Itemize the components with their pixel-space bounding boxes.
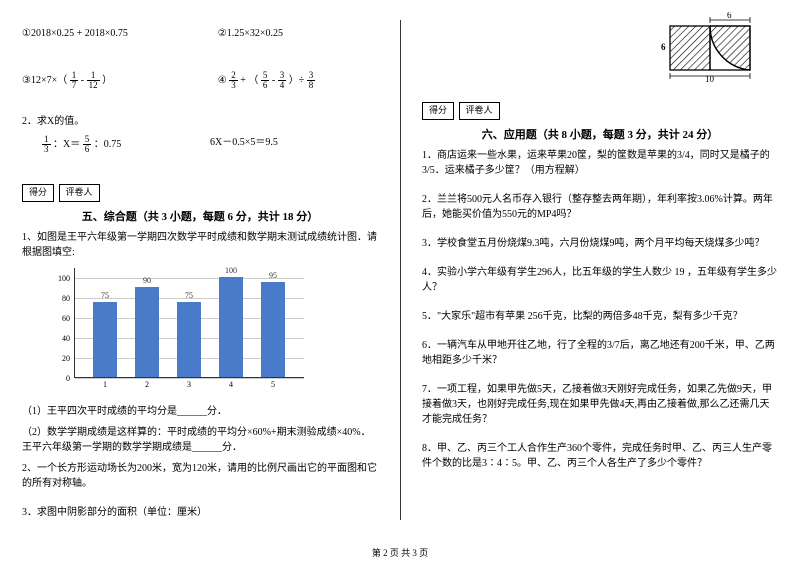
bar-xlabel: 1 [93, 380, 117, 389]
q5-2: 2、一个长方形运动场长为200米，宽为120米，请用的比例尺画出它的平面图和它的… [22, 461, 378, 491]
q5-3: 3．求图中阴影部分的面积（单位：厘米） [22, 505, 378, 520]
eq1-mid: ：X＝ [53, 139, 80, 150]
frac-1-12: 112 [87, 71, 100, 90]
q6-1: 1．商店运来一些水果，运来苹果20筐，梨的筐数是苹果的3/4，同时又是橘子的3/… [422, 148, 778, 178]
q6-6: 6．一辆汽车从甲地开往乙地，行了全程的3/7后，离乙地还有200千米，甲、乙两地… [422, 338, 778, 368]
q5-1a: （1）王平四次平时成绩的平均分是______分． [22, 404, 378, 419]
marker-box: 评卷人 [59, 184, 100, 202]
dim-bottom: 10 [705, 74, 715, 82]
q6-2: 2．兰兰将500元人名币存入银行（整存整去两年期），年利率按3.06%计算。两年… [422, 192, 778, 222]
shaded-diagram: 6 6 10 [660, 12, 770, 82]
q6-3: 3．学校食堂五月份烧煤9.3吨，六月份烧煤9吨，两个月平均每天烧煤多少吨？ [422, 236, 778, 251]
calc-4-pre: ④ [218, 75, 227, 86]
q6-5: 5．"大家乐"超市有苹果 256千克，比梨的两倍多48千克，梨有多少千克？ [422, 309, 778, 324]
frac-3-8: 38 [307, 71, 316, 90]
q5-1b: （2）数学学期成绩是这样算的：平时成绩的平均分×60%+期末测验成绩×40%．王… [22, 425, 378, 455]
bar [219, 277, 243, 377]
calc-3: ③12×7×（ 17 - 112 ） [22, 71, 218, 90]
calc-1: ①2018×0.25 + 2018×0.75 [22, 26, 218, 41]
eq-2: 6X－0.5×5＝9.5 [210, 135, 278, 154]
frac-5-6b: 56 [83, 135, 92, 154]
bar-chart: 7519027531004955 020406080100 [52, 268, 312, 398]
bar-xlabel: 4 [219, 380, 243, 389]
frac-3-4: 34 [278, 71, 287, 90]
marker-box-r: 评卷人 [459, 102, 500, 120]
calc-4-mid1: + （ [240, 75, 258, 86]
q6-7: 7．一项工程，如果甲先做5天，乙接着做3天刚好完成任务，如果乙先做9天，甲接着做… [422, 382, 778, 427]
q6-8: 8．甲、乙、丙三个工人合作生产360个零件，完成任务时甲、乙、丙三人生产零件个数… [422, 441, 778, 471]
bar-xlabel: 3 [177, 380, 201, 389]
eq-1: 13 ：X＝ 56 ：0.75 [42, 135, 210, 154]
bar-value: 95 [261, 271, 285, 280]
score-box: 得分 [22, 184, 54, 202]
dim-left: 6 [661, 42, 666, 52]
bar [135, 287, 159, 377]
q2-title: 2．求X的值。 [22, 114, 378, 129]
bar [93, 302, 117, 377]
page-footer: 第 2 页 共 3 页 [0, 546, 800, 559]
eq1-post: ：0.75 [94, 139, 122, 150]
frac-1-7: 17 [70, 71, 79, 90]
q6-4: 4．实验小学六年级有学生296人，比五年级的学生人数少 19 ，五年级有学生多少… [422, 265, 778, 295]
right-column: 6 6 10 得分 评卷人 六、应用题（共 8 小题，每题 3 分，共计 24 … [400, 0, 800, 540]
score-box-r: 得分 [422, 102, 454, 120]
bar-value: 75 [177, 291, 201, 300]
bar [177, 302, 201, 377]
frac-2-3: 23 [229, 71, 238, 90]
calc-4: ④ 23 + （ 56 - 34 ）÷ 38 [218, 71, 315, 90]
bar-value: 75 [93, 291, 117, 300]
left-column: ①2018×0.25 + 2018×0.75 ②1.25×32×0.25 ③12… [0, 0, 400, 540]
bar-xlabel: 2 [135, 380, 159, 389]
calc-3-post: ） [102, 75, 112, 86]
section-6-title: 六、应用题（共 8 小题，每题 3 分，共计 24 分） [422, 126, 778, 142]
dim-top: 6 [727, 12, 732, 20]
bar-value: 100 [219, 266, 243, 275]
bar-value: 90 [135, 276, 159, 285]
bar [261, 282, 285, 377]
calc-2: ②1.25×32×0.25 [218, 26, 283, 41]
frac-5-6: 56 [261, 71, 270, 90]
frac-1-3: 13 [42, 135, 51, 154]
bar-xlabel: 5 [261, 380, 285, 389]
calc-4-mid3: ）÷ [289, 75, 305, 86]
calc-3-pre: ③12×7×（ [22, 75, 67, 86]
q5-1: 1、如图是王平六年级第一学期四次数学平时成绩和数学期末测试成绩统计图．请根据图填… [22, 230, 378, 260]
section-5-title: 五、综合题（共 3 小题，每题 6 分，共计 18 分） [22, 208, 378, 224]
